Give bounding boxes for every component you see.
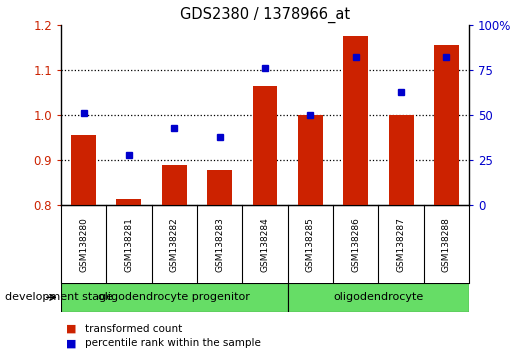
Text: GSM138285: GSM138285 — [306, 217, 315, 272]
Text: GSM138283: GSM138283 — [215, 217, 224, 272]
Text: GSM138284: GSM138284 — [261, 217, 269, 272]
Title: GDS2380 / 1378966_at: GDS2380 / 1378966_at — [180, 7, 350, 23]
Text: development stage: development stage — [5, 292, 113, 302]
Bar — [343, 36, 368, 205]
Text: percentile rank within the sample: percentile rank within the sample — [85, 338, 261, 348]
Bar — [61, 283, 288, 312]
Bar — [162, 165, 187, 205]
Text: transformed count: transformed count — [85, 324, 182, 333]
Text: ■: ■ — [66, 324, 77, 333]
Bar — [117, 199, 142, 205]
Text: GSM138282: GSM138282 — [170, 217, 179, 272]
Text: ■: ■ — [66, 338, 77, 348]
Text: oligodendrocyte: oligodendrocyte — [333, 292, 423, 302]
Bar — [252, 86, 278, 205]
Bar — [298, 115, 323, 205]
Text: GSM138281: GSM138281 — [125, 217, 134, 272]
Text: GSM138288: GSM138288 — [442, 217, 451, 272]
Bar — [207, 170, 232, 205]
Bar — [388, 115, 413, 205]
Bar — [288, 283, 469, 312]
Text: GSM138280: GSM138280 — [79, 217, 88, 272]
Bar — [71, 135, 96, 205]
Text: GSM138287: GSM138287 — [396, 217, 405, 272]
Text: GSM138286: GSM138286 — [351, 217, 360, 272]
Text: oligodendrocyte progenitor: oligodendrocyte progenitor — [99, 292, 250, 302]
Bar — [434, 45, 459, 205]
